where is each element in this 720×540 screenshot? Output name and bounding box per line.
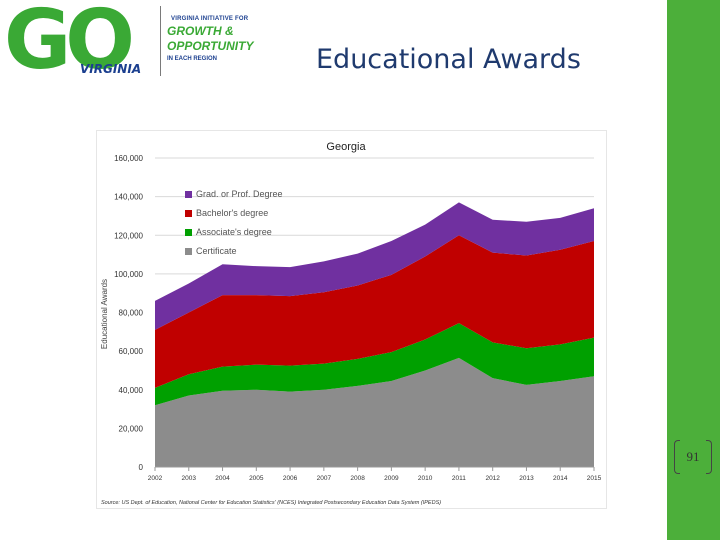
logo-virginia-text: VIRGINIA: [80, 62, 142, 76]
x-tick-label: 2003: [182, 475, 197, 482]
legend-label: Grad. or Prof. Degree: [196, 189, 283, 199]
logo-tagline-main: GROWTH & OPPORTUNITY: [167, 24, 253, 54]
go-virginia-logo: GO VIRGINIA VIRGINIA INITIATIVE FOR GROW…: [0, 0, 290, 90]
y-tick-label: 0: [139, 463, 144, 472]
stacked-area-chart: Georgia 0 20,000 40,000 60,000 80,000 100,000…: [100, 141, 602, 506]
legend-swatch: [185, 210, 192, 217]
logo-tagline-opportunity: OPPORTUNITY: [167, 39, 254, 53]
x-tick-label: 2002: [148, 475, 163, 482]
x-tick-label: 2015: [587, 475, 602, 482]
area-series-bachelor-s-degree: [155, 235, 594, 388]
page-number-text: 91: [686, 449, 700, 464]
x-tick-label: 2005: [249, 475, 264, 482]
y-tick-label: 80,000: [119, 309, 144, 318]
y-tick-label: 120,000: [114, 231, 143, 240]
legend-swatch: [185, 191, 192, 198]
x-tick-label: 2013: [519, 475, 534, 482]
x-tick-label: 2006: [283, 475, 298, 482]
chart-source-note: Source: US Dept. of Education, National …: [101, 500, 441, 506]
legend-swatch: [185, 248, 192, 255]
area-series-certificate: [155, 357, 594, 467]
logo-go-text: GO: [4, 0, 135, 88]
slide-title: Educational Awards: [316, 44, 581, 75]
x-tick-label: 2009: [384, 475, 399, 482]
y-axis-label: Educational Awards: [100, 279, 109, 349]
left-bracket-icon: [674, 440, 680, 474]
x-tick-label: 2008: [350, 475, 365, 482]
x-tick-label: 2014: [553, 475, 568, 482]
legend-label: Certificate: [196, 246, 237, 256]
y-tick-label: 40,000: [119, 386, 144, 395]
right-bracket-icon: [706, 440, 712, 474]
legend-label: Associate's degree: [196, 227, 272, 237]
page-number: 91: [674, 440, 712, 474]
chart-title: Georgia: [326, 141, 366, 153]
y-tick-label: 60,000: [119, 347, 144, 356]
x-tick-label: 2010: [418, 475, 433, 482]
y-tick-label: 160,000: [114, 154, 143, 163]
area-series-associate-s-degree: [155, 323, 594, 406]
legend-swatch: [185, 229, 192, 236]
logo-tagline-growth: GROWTH &: [167, 24, 234, 38]
x-tick-label: 2011: [452, 475, 466, 482]
x-tick-label: 2007: [317, 475, 332, 482]
legend-label: Bachelor's degree: [196, 208, 268, 218]
area-series-grad-or-prof-degree: [155, 202, 594, 330]
x-tick-label: 2004: [215, 475, 230, 482]
logo-tagline-top: VIRGINIA INITIATIVE FOR: [171, 16, 249, 22]
y-tick-label: 140,000: [114, 193, 143, 202]
y-tick-label: 100,000: [114, 270, 143, 279]
y-tick-label: 20,000: [119, 424, 144, 433]
logo-divider: [160, 6, 161, 76]
x-tick-label: 2012: [485, 475, 500, 482]
chart-container: Georgia 0 20,000 40,000 60,000 80,000 100,000…: [97, 131, 606, 508]
logo-tagline-bottom: IN EACH REGION: [167, 56, 218, 62]
